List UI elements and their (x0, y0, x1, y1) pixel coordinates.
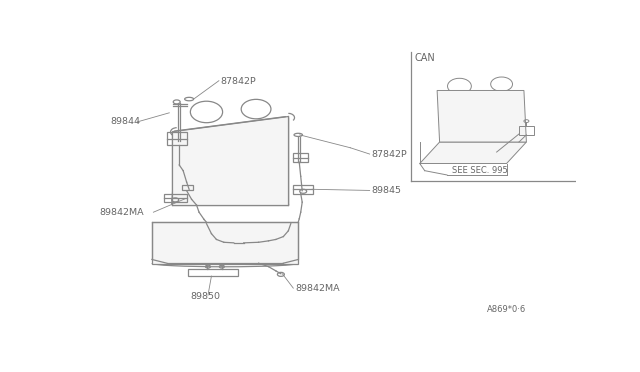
Polygon shape (437, 90, 527, 142)
Text: 89845: 89845 (371, 186, 401, 195)
Polygon shape (152, 222, 298, 264)
Text: 87842P: 87842P (371, 150, 407, 160)
Text: 87842P: 87842P (220, 77, 256, 86)
Text: 89850: 89850 (190, 292, 220, 301)
Polygon shape (420, 142, 527, 164)
Text: A869*0·6: A869*0·6 (486, 305, 526, 314)
Text: CAN: CAN (414, 52, 435, 62)
Text: 89842MA: 89842MA (296, 284, 340, 293)
Polygon shape (172, 116, 288, 205)
Text: SEE SEC. 995: SEE SEC. 995 (452, 166, 508, 175)
Text: 89842MA: 89842MA (100, 208, 145, 217)
Text: 89844: 89844 (111, 118, 141, 126)
